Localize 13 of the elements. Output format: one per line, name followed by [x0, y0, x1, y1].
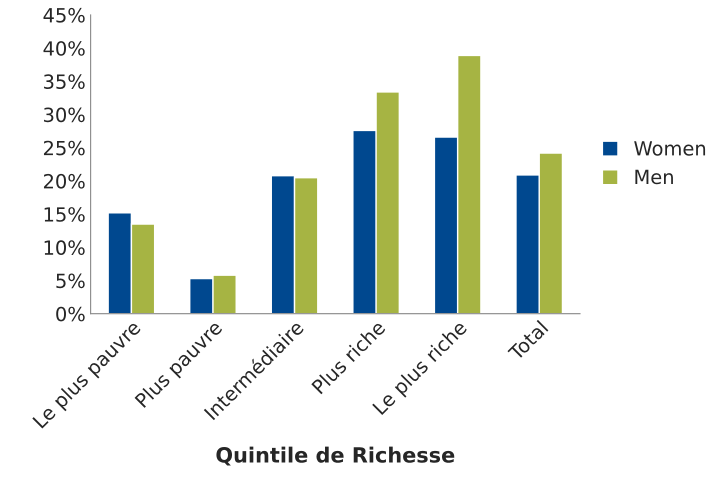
x-axis-title: Quintile de Richesse — [216, 446, 454, 466]
y-tick-label: 40% — [43, 41, 85, 56]
y-tick-label: 25% — [44, 140, 85, 156]
y-tick-label: 10% — [44, 240, 85, 256]
y-tick-label: 45% — [43, 8, 85, 23]
y-tick-label: 20% — [44, 174, 85, 189]
y-tick-label: 5% — [56, 273, 85, 288]
y-tick-label: 15% — [44, 207, 85, 222]
y-tick-label: 0% — [56, 306, 85, 322]
y-tick-label: 35% — [44, 74, 85, 90]
legend-label: Men — [635, 170, 673, 184]
legend-label: Women — [634, 141, 706, 156]
y-tick-label: 30% — [44, 107, 85, 122]
